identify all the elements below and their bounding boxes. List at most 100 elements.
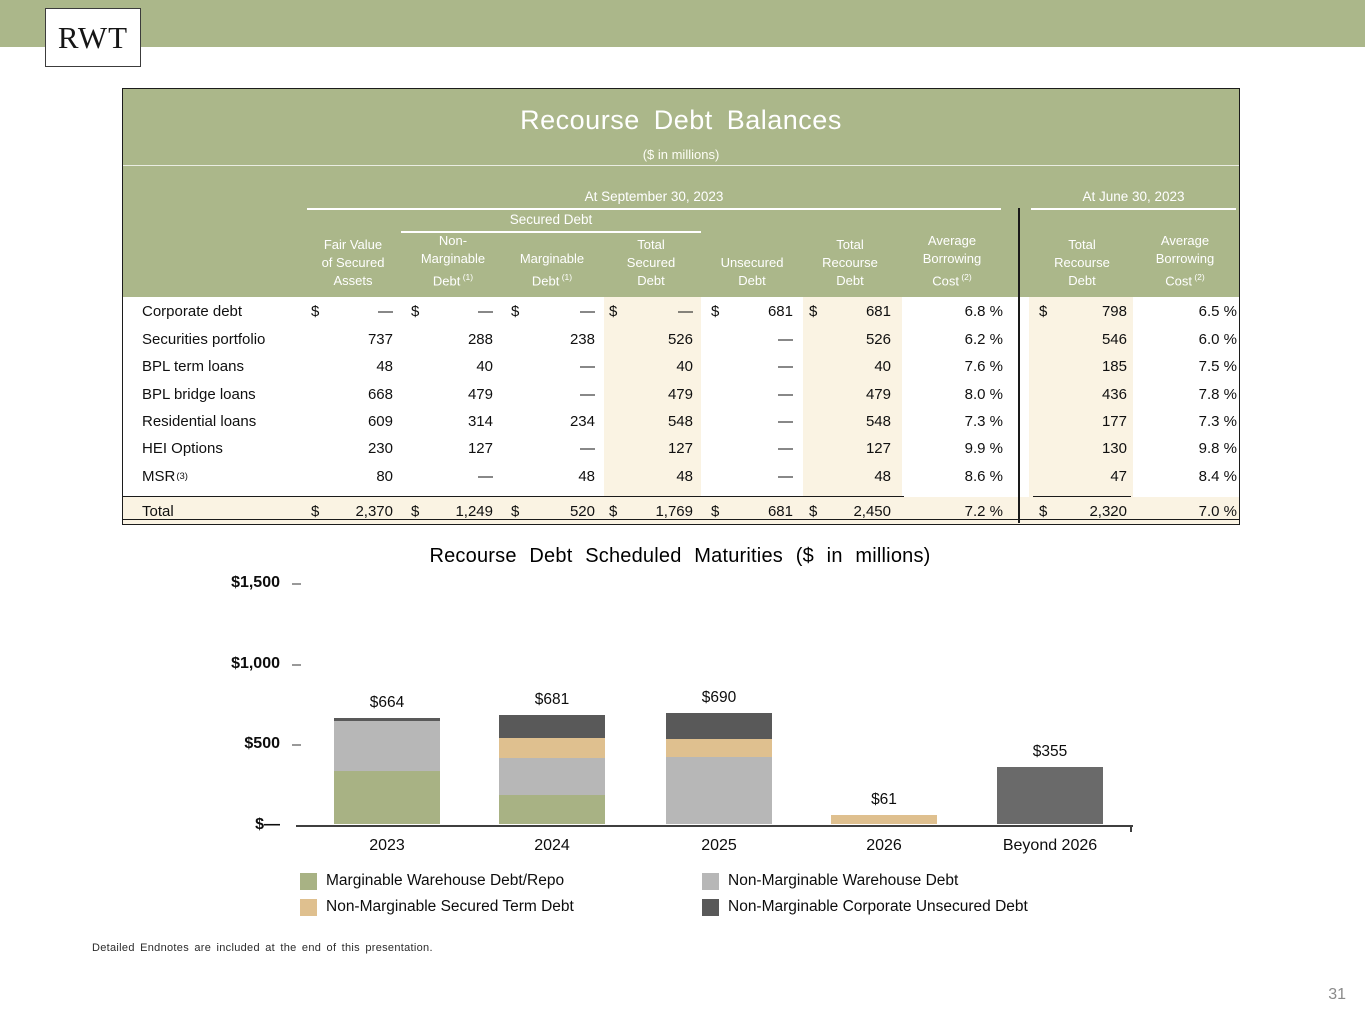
y-axis-tick xyxy=(292,663,301,666)
row-label: Residential loans xyxy=(142,412,257,430)
legend-swatch xyxy=(300,872,317,890)
table-cell: $ — xyxy=(411,303,493,321)
table-cell: 288 xyxy=(467,330,493,348)
table-cell: 40 xyxy=(476,358,493,376)
table-cell: $1,769 xyxy=(609,502,693,520)
table-cell: $2,370 xyxy=(311,502,393,520)
table-cell: — xyxy=(778,330,793,348)
footnote: Detailed Endnotes are included at the en… xyxy=(92,942,433,954)
table-cell: — xyxy=(778,467,793,485)
row-label: Total xyxy=(142,502,174,520)
bar-segment xyxy=(666,757,772,825)
x-axis-category-label: 2026 xyxy=(866,837,902,854)
table-cell: 737 xyxy=(367,330,393,348)
y-axis-label: $— xyxy=(255,815,280,833)
table-cell: 548 xyxy=(865,412,891,430)
bar-segment xyxy=(666,739,772,758)
table-cell: $ — xyxy=(511,303,595,321)
bar-segment xyxy=(666,713,772,740)
table-row-bpl-bridge-loans: BPL bridge loans 668 479 — 479 — 479 8.0 % 436 7.… xyxy=(123,380,1239,407)
table-cell: — xyxy=(778,440,793,458)
table-cell: 7.8 % xyxy=(1198,385,1237,403)
column-header: Marginable Debt (1) xyxy=(519,250,585,288)
bar-total-label: $61 xyxy=(871,790,897,808)
header-divider-line xyxy=(123,165,1239,166)
bar-segment xyxy=(334,720,440,771)
bar-segment xyxy=(334,717,440,721)
row-label: Corporate debt xyxy=(142,303,243,321)
highlight-band-total-recourse xyxy=(803,297,902,524)
table-cell: 9.9 % xyxy=(964,440,1003,458)
table-cell: — xyxy=(778,358,793,376)
y-axis-label: $500 xyxy=(244,735,280,752)
x-axis-category-label: 2024 xyxy=(534,837,570,854)
table-cell: 548 xyxy=(667,412,693,430)
table-cell: 177 xyxy=(1101,412,1127,430)
legend-swatch xyxy=(300,898,317,916)
logo-text: RWT xyxy=(57,19,129,55)
table-cell: 8.4 % xyxy=(1198,467,1237,485)
table-title: Recourse Debt Balances xyxy=(520,105,842,135)
table-cell: 127 xyxy=(467,440,493,458)
table-cell: — xyxy=(778,412,793,430)
table-cell: 479 xyxy=(467,385,493,403)
legend-label: Non-Marginable Warehouse Debt xyxy=(728,872,959,889)
highlight-band-total-secured xyxy=(604,297,701,524)
column-header: Fair Value of Secured Assets xyxy=(321,237,385,288)
total-separator-line-june xyxy=(1033,495,1131,497)
table-cell: $2,320 xyxy=(1039,502,1127,520)
legend-item: Non-Marginable Secured Term Debt xyxy=(300,898,574,916)
group-header-secured-debt: Secured Debt xyxy=(509,212,593,227)
table-cell: 185 xyxy=(1101,358,1127,376)
bar-segment xyxy=(499,758,605,795)
table-cell: 7.0 % xyxy=(1198,502,1237,520)
table-cell: 6.5 % xyxy=(1198,303,1237,321)
table-subtitle: ($ in millions) xyxy=(642,147,720,162)
table-cell: 40 xyxy=(874,358,891,376)
table-cell: 314 xyxy=(467,412,493,430)
september-underline xyxy=(307,208,1001,210)
table-cell: 40 xyxy=(676,358,693,376)
table-cell: 479 xyxy=(865,385,891,403)
table-cell: 7.5 % xyxy=(1198,358,1237,376)
total-separator-line-sept xyxy=(123,495,904,497)
column-header: Average Borrowing Cost (2) xyxy=(1155,232,1215,288)
bar-total-label: $690 xyxy=(701,689,737,707)
table-cell: — xyxy=(580,385,595,403)
table-row-securities-portfolio: Securities portfolio 737 288 238 526 — 526 6.2 … xyxy=(123,325,1239,352)
table-cell: 526 xyxy=(667,330,693,348)
table-cell: 47 xyxy=(1110,467,1127,485)
table-cell: 238 xyxy=(569,330,595,348)
table-cell: — xyxy=(580,440,595,458)
table-row-hei-options: HEI Options 230 127 — 127 — 127 9.9 % 130 9.8 % xyxy=(123,435,1239,462)
row-label: HEI Options xyxy=(142,440,223,458)
legend-swatch xyxy=(702,898,719,916)
table-cell: 7.2 % xyxy=(964,502,1003,520)
column-header: Total Recourse Debt xyxy=(1054,237,1110,288)
section-vertical-divider xyxy=(1018,208,1020,523)
table-cell: $ — xyxy=(609,303,693,321)
table-cell: — xyxy=(478,467,493,485)
x-axis-category-label: 2025 xyxy=(701,837,737,854)
table-cell: 526 xyxy=(865,330,891,348)
table-cell: 7.3 % xyxy=(1198,412,1237,430)
table-row-total: Total $2,370 $1,249 $520 $1,769 $681 $2,450 7.2… xyxy=(123,498,1239,525)
row-label: Securities portfolio xyxy=(142,330,266,348)
table-cell: $520 xyxy=(511,502,595,520)
table-cell: 48 xyxy=(376,358,393,376)
table-bottom-double-line xyxy=(123,518,1239,520)
table-cell: 609 xyxy=(367,412,393,430)
group-header-june: At June 30, 2023 xyxy=(1082,189,1185,204)
column-header: Average Borrowing Cost (2) xyxy=(922,232,982,288)
table-cell: $681 xyxy=(809,303,891,321)
column-header: Total Secured Debt xyxy=(626,237,676,288)
bar-segment xyxy=(499,714,605,738)
table-cell: 48 xyxy=(676,467,693,485)
table-cell: 668 xyxy=(367,385,393,403)
bar-total-label: $664 xyxy=(369,693,405,711)
legend-item: Non-Marginable Warehouse Debt xyxy=(702,872,958,890)
table-row-bpl-term-loans: BPL term loans 48 40 — 40 — 40 7.6 % 185 7.5 % xyxy=(123,353,1239,380)
table-cell: 9.8 % xyxy=(1198,440,1237,458)
table-cell: 230 xyxy=(367,440,393,458)
legend-label: Marginable Warehouse Debt/Repo xyxy=(326,872,565,889)
